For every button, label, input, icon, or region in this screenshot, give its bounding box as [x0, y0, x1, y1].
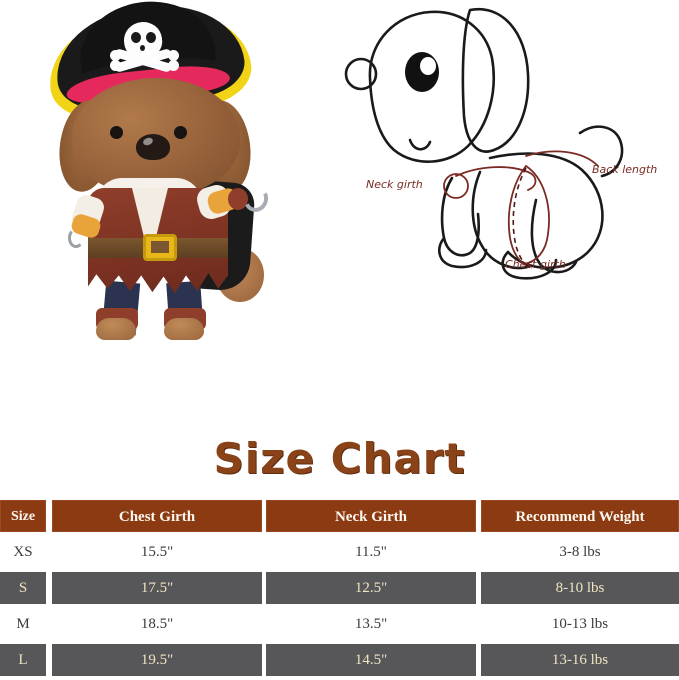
dog-eye-left	[110, 126, 123, 139]
column-header-chest-girth: Chest Girth	[52, 500, 262, 532]
cell-recommend-weight: 10-13 lbs	[481, 608, 679, 640]
cell-size: L	[0, 644, 46, 676]
chest-girth-line	[523, 165, 550, 265]
cell-chest-girth: 18.5"	[52, 608, 262, 640]
measurement-diagram	[330, 0, 679, 300]
cell-size: XS	[0, 536, 46, 568]
table-row: M 18.5" 13.5" 10-13 lbs	[0, 608, 679, 640]
cell-neck-girth: 11.5"	[266, 536, 476, 568]
cell-chest-girth: 15.5"	[52, 536, 262, 568]
crossbone-knob	[110, 50, 121, 61]
cell-size: M	[0, 608, 46, 640]
crossbone-knob	[168, 50, 179, 61]
neck-girth-label: Neck girth	[366, 178, 423, 191]
cell-neck-girth: 14.5"	[266, 644, 476, 676]
table-row: L 19.5" 14.5" 13-16 lbs	[0, 644, 679, 676]
cell-chest-girth: 19.5"	[52, 644, 262, 676]
table-header-row: Size Chest Girth Neck Girth Recommend We…	[0, 500, 679, 532]
skull-nose	[140, 45, 145, 51]
cell-neck-girth: 12.5"	[266, 572, 476, 604]
dog-paw-right	[164, 318, 204, 340]
chest-girth-dashed-line	[512, 167, 533, 269]
cell-recommend-weight: 13-16 lbs	[481, 644, 679, 676]
pirate-hook-icon-left	[68, 228, 84, 248]
column-header-size: Size	[0, 500, 46, 532]
cell-size: S	[0, 572, 46, 604]
cell-neck-girth: 13.5"	[266, 608, 476, 640]
costume-hand-right	[228, 188, 248, 210]
pirate-dog-photo	[42, 0, 298, 340]
chest-girth-line-back	[507, 165, 529, 267]
cell-chest-girth: 17.5"	[52, 572, 262, 604]
cell-recommend-weight: 3-8 lbs	[481, 536, 679, 568]
dog-eye-right	[174, 126, 187, 139]
back-length-label: Back length	[592, 163, 658, 176]
size-chart-title: Size Chart	[213, 434, 466, 483]
crossbone-knob	[168, 60, 179, 71]
size-chart-table: Size Chest Girth Neck Girth Recommend We…	[0, 500, 679, 680]
crossbone-knob	[110, 60, 121, 71]
dog-outline-svg	[344, 7, 624, 280]
product-image-area: Neck girth Chest girth Back length	[42, 0, 679, 340]
costume-belt-buckle-center	[151, 241, 169, 253]
back-length-line	[525, 150, 599, 167]
column-header-recommend-weight: Recommend Weight	[481, 500, 679, 532]
dog-nose	[136, 134, 170, 160]
dog-paw-left	[96, 318, 136, 340]
column-header-neck-girth: Neck Girth	[266, 500, 476, 532]
table-row: XS 15.5" 11.5" 3-8 lbs	[0, 536, 679, 568]
cell-recommend-weight: 8-10 lbs	[481, 572, 679, 604]
neck-girth-line	[455, 166, 537, 191]
chest-girth-label: Chest girth	[505, 258, 566, 271]
table-row: S 17.5" 12.5" 8-10 lbs	[0, 572, 679, 604]
